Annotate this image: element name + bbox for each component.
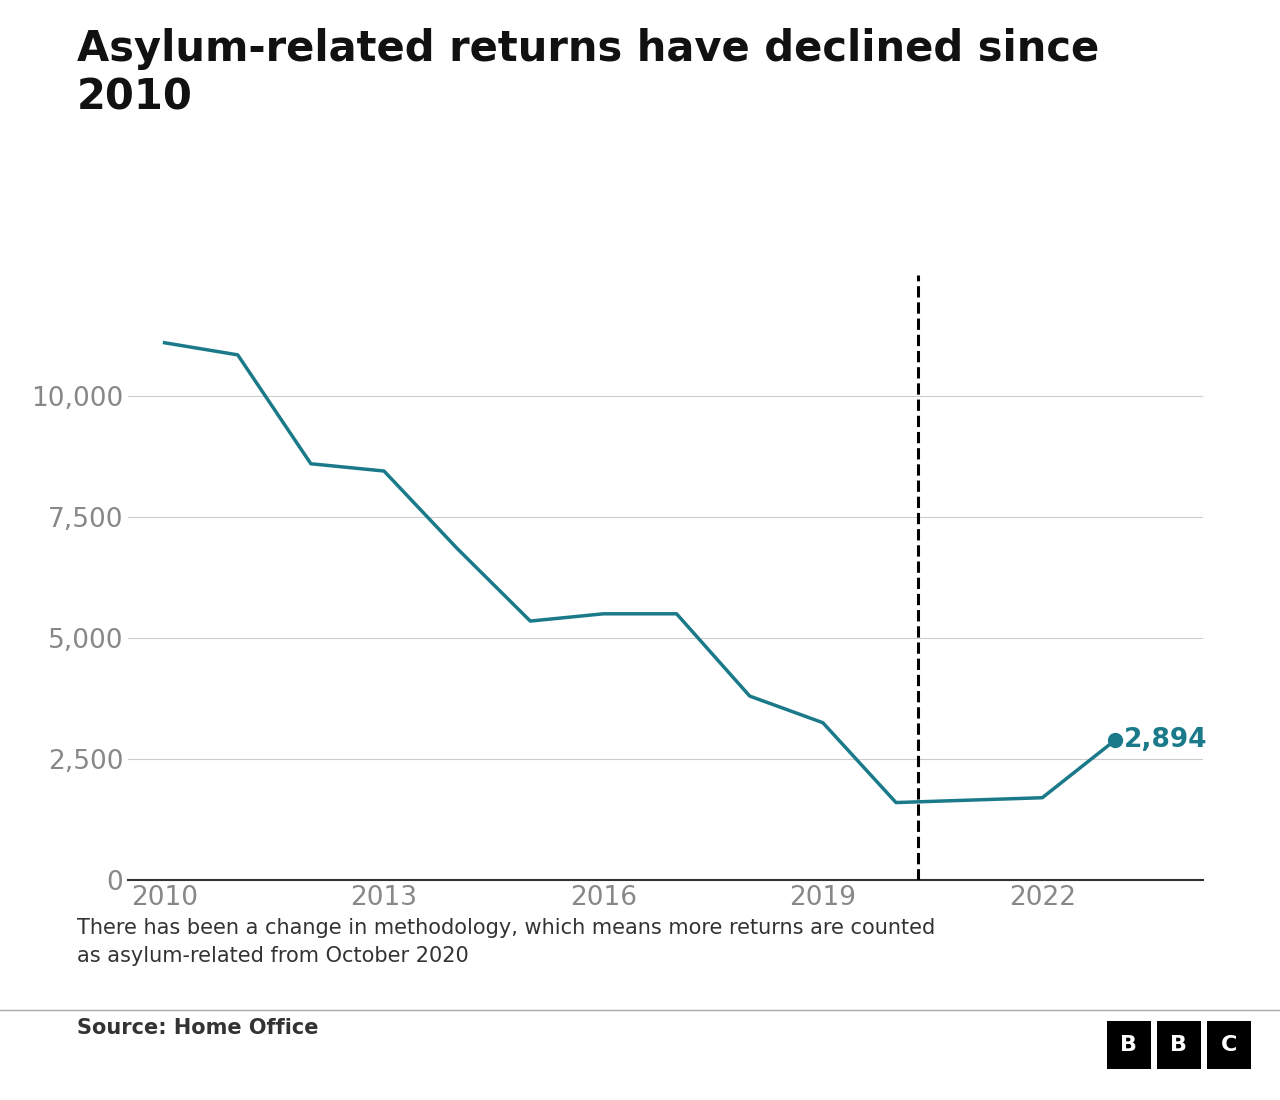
Text: B: B (1120, 1035, 1138, 1055)
Text: B: B (1170, 1035, 1188, 1055)
Text: Asylum-related returns have declined since: Asylum-related returns have declined sin… (77, 28, 1100, 69)
Text: 2010: 2010 (77, 77, 193, 119)
Text: Source: Home Office: Source: Home Office (77, 1018, 319, 1037)
Text: There has been a change in methodology, which means more returns are counted
as : There has been a change in methodology, … (77, 918, 936, 967)
Text: 2,894: 2,894 (1124, 727, 1208, 752)
Text: C: C (1221, 1035, 1236, 1055)
